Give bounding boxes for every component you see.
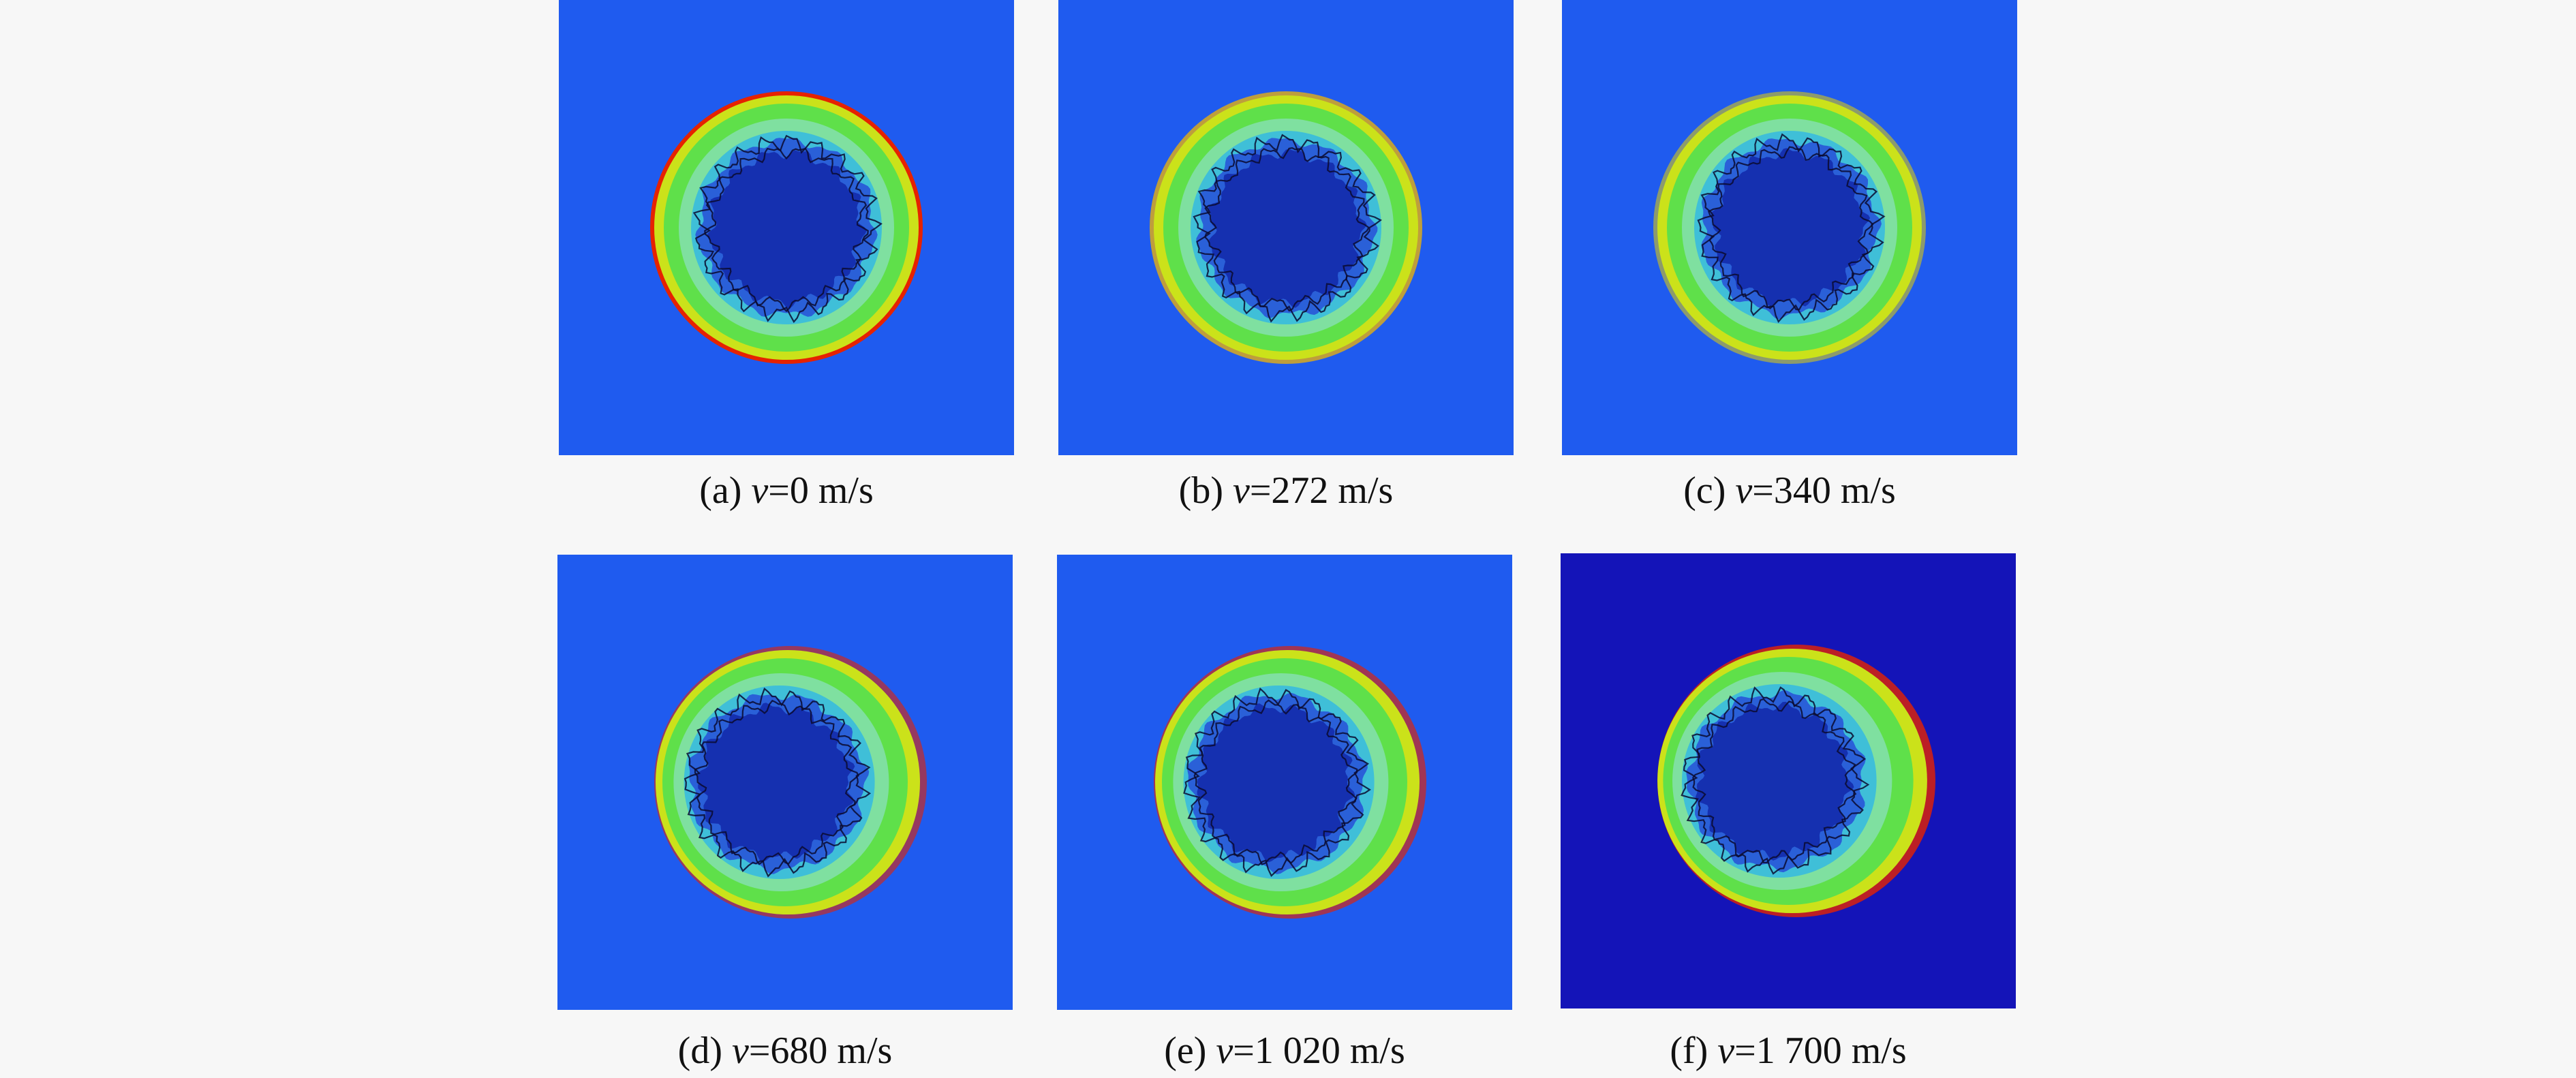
caption-f-variable: v (1717, 1030, 1735, 1072)
caption-d-value: =680 m/s (748, 1030, 893, 1072)
crack-contour-line (1204, 147, 1370, 312)
contour-panel-b (1058, 0, 1514, 455)
contour-plot-b (1058, 0, 1514, 455)
contour-panel-e (1057, 555, 1512, 1010)
caption-f: (f) v=1 700 m/s (1561, 1029, 2016, 1073)
crack-contour-line (1183, 687, 1371, 878)
caption-c-variable: v (1735, 469, 1753, 512)
caption-b-value: =272 m/s (1249, 469, 1394, 512)
contour-plot-f (1561, 553, 2016, 1008)
caption-a: (a) v=0 m/s (559, 469, 1014, 512)
crack-contour-line (692, 134, 883, 324)
caption-e: (e) v=1 020 m/s (1057, 1029, 1512, 1073)
caption-e-value: =1 020 m/s (1233, 1030, 1405, 1072)
caption-c-label: (c) (1683, 469, 1726, 512)
caption-f-label: (f) (1670, 1030, 1708, 1072)
crack-contour-line (1681, 686, 1870, 875)
caption-e-label: (e) (1164, 1030, 1207, 1072)
caption-f-value: =1 700 m/s (1734, 1030, 1907, 1072)
caption-c-value: =340 m/s (1752, 469, 1896, 512)
crack-contour-line (694, 699, 859, 865)
contour-plot-d (557, 555, 1013, 1010)
crack-contour-line (1193, 699, 1358, 865)
contour-panel-a (559, 0, 1014, 455)
inner-core (1711, 148, 1871, 307)
crack-contour-line (1193, 134, 1382, 323)
crack-contour-line (1697, 133, 1886, 324)
caption-a-variable: v (751, 469, 769, 512)
inner-core (1208, 149, 1367, 308)
crack-contour-line (704, 147, 869, 313)
caption-a-label: (a) (699, 469, 742, 512)
crack-contour-line (1707, 146, 1874, 311)
caption-c: (c) v=340 m/s (1562, 469, 2017, 512)
inner-core (696, 703, 855, 863)
caption-b-label: (b) (1178, 469, 1223, 512)
contour-plot-c (1562, 0, 2017, 455)
contour-panel-c (1562, 0, 2017, 455)
caption-d-label: (d) (677, 1030, 722, 1072)
contour-panel-d (557, 555, 1013, 1010)
crack-contour-line (684, 687, 872, 878)
caption-b-variable: v (1232, 469, 1250, 512)
caption-b: (b) v=272 m/s (1058, 469, 1514, 512)
inner-core (1696, 701, 1854, 861)
contour-panel-f (1561, 553, 2016, 1008)
caption-e-variable: v (1216, 1030, 1233, 1072)
contour-plot-e (1057, 555, 1512, 1010)
inner-core (1197, 703, 1355, 863)
caption-d-variable: v (731, 1030, 749, 1072)
contour-plot-a (559, 0, 1014, 455)
caption-a-value: =0 m/s (768, 469, 874, 512)
caption-d: (d) v=680 m/s (557, 1029, 1013, 1073)
inner-core (707, 150, 867, 309)
crack-contour-line (1692, 698, 1857, 864)
